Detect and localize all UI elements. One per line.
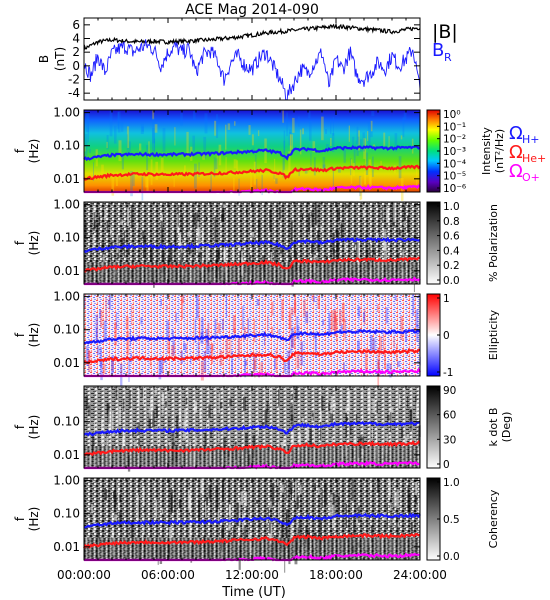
panel-4-h-plus-gyrofrequency-line (83, 421, 421, 437)
panel-1-colorbar-label-units: (nT²/Hz) (493, 129, 506, 173)
panel-0-y-axis-unit: (nT) (53, 47, 67, 71)
series-total-field-line (83, 22, 421, 51)
panel-5-y-tick-label: 0.10 (53, 507, 80, 521)
series-radial-field-line (83, 39, 421, 101)
legend-gyrofrequency-subscript: He+ (522, 152, 546, 165)
legend-gyrofrequency-subscript: O+ (522, 171, 540, 184)
panel-4-y-tick-label: 0.10 (53, 415, 80, 429)
panel-1-colorbar-label: Intensity (480, 127, 493, 175)
panel-5-y-axis-label: f (13, 516, 27, 521)
panel-1-colorbar-tick-label: 10⁻² (443, 134, 466, 146)
panel-4-y-axis-label: f (13, 424, 27, 429)
x-tick-label: 06:00:00 (141, 568, 195, 582)
panel-4-colorbar-label-units: (Deg) (500, 412, 513, 443)
panel-2-h-plus-gyrofrequency-line (83, 236, 421, 254)
x-tick-label: 18:00:00 (309, 568, 363, 582)
panel-3-colorbar-tick-label: 0 (443, 330, 450, 342)
panel-5-he-plus-gyrofrequency-line (83, 532, 421, 549)
panel-2-y-tick-label: 0.01 (53, 264, 80, 278)
panel-1-y-axis-label: f (13, 148, 27, 153)
panel-3-texture (84, 294, 421, 389)
panel-0-y-tick-label: 4 (72, 32, 80, 46)
x-tick-label: 12:00:00 (225, 568, 279, 582)
panel-2-he-plus-gyrofrequency-line (83, 256, 420, 273)
panel-3-y-axis-label: f (13, 332, 27, 337)
panel-2-colorbar-tick-label: 0.8 (443, 216, 460, 228)
panel-2-colorbar-tick-label: 0.0 (443, 275, 460, 287)
panel-3-y-tick-label: 0.10 (53, 323, 80, 337)
x-tick-label: 00:00:00 (57, 568, 111, 582)
panel-2-colorbar-tick-label: 0.4 (443, 245, 460, 257)
panel-4-he-plus-gyrofrequency-line (83, 440, 421, 457)
panel-2-y-tick-label: 0.10 (53, 231, 80, 245)
panel-1-he-plus-gyrofrequency-line (83, 164, 421, 181)
panel-2-y-axis-label: f (13, 240, 27, 245)
panel-1-y-tick-label: 0.10 (53, 139, 80, 153)
panel-1-colorbar-tick-label: 10⁻³ (443, 146, 466, 158)
panel-4-colorbar-label: k dot B (487, 408, 500, 447)
panel-2-colorbar-tick-label: 0.6 (443, 231, 460, 243)
panel-3-colorbar-label: Ellipticity (487, 309, 500, 360)
chart-title: ACE Mag 2014-090 (185, 2, 319, 18)
panel-5-y-tick-label: 0.01 (53, 540, 80, 554)
panel-5-colorbar-tick-label: 1.0 (443, 477, 460, 489)
panel-4-colorbar-tick-label: 90 (443, 385, 456, 397)
panel-0-y-tick-label: 2 (72, 45, 80, 59)
panel-2-y-axis-unit: (Hz) (27, 231, 41, 256)
panel-5-h-plus-gyrofrequency-line (83, 512, 421, 529)
panel-0-y-tick-label: -4 (68, 86, 80, 100)
panel-1-colorbar-tick-label: 10⁻¹ (443, 121, 466, 133)
panel-4-colorbar-tick-label: 60 (443, 410, 456, 422)
panel-3-y-tick-label: 1.00 (53, 290, 80, 304)
panel-3-h-plus-gyrofrequency-line (83, 328, 421, 345)
panel-1-y-axis-unit: (Hz) (27, 139, 41, 164)
legend-gyrofrequency-h-plus: Ω (509, 123, 523, 144)
panel-3-colorbar-tick-label: -1 (443, 367, 453, 379)
panel-3-colorbar-tick-label: 1 (443, 293, 450, 305)
panel-1-colorbar-tick-label: 10⁻⁵ (443, 171, 466, 183)
panel-1-colorbar-tick-label: 10⁻⁴ (443, 158, 466, 170)
panel-1-h-plus-gyrofrequency-line (83, 145, 421, 162)
panel-2-colorbar-tick-label: 1.0 (443, 201, 460, 213)
legend-radial-field-subscript: R (444, 51, 452, 64)
panel-4-y-tick-label: 0.01 (53, 448, 80, 462)
panel-4-y-axis-unit: (Hz) (27, 415, 41, 440)
panel-2-y-tick-label: 1.00 (53, 198, 80, 212)
legend-gyrofrequency-he-plus: Ω (509, 142, 523, 163)
panel-3-y-tick-label: 0.01 (53, 356, 80, 370)
panel-3-he-plus-gyrofrequency-line (83, 348, 421, 365)
panel-5-y-axis-unit: (Hz) (27, 507, 41, 532)
panel-1-y-tick-label: 0.01 (53, 172, 80, 186)
legend-radial-field: B (432, 40, 444, 61)
panel-2-colorbar-tick-label: 0.2 (443, 260, 460, 272)
panel-2-colorbar-label: % Polarization (487, 204, 500, 282)
panel-0-y-tick-label: 0 (72, 59, 80, 73)
x-tick-label: 24:00:00 (393, 568, 447, 582)
panel-0-y-tick-label: -2 (68, 73, 80, 87)
panel-0-y-axis-label: B (37, 55, 51, 63)
legend-gyrofrequency-subscript: H+ (522, 133, 540, 146)
panel-2-colorbar (426, 201, 441, 285)
panel-3-y-axis-unit: (Hz) (27, 323, 41, 348)
panel-5-y-tick-label: 1.00 (53, 474, 80, 488)
panel-1-y-tick-label: 1.00 (53, 106, 80, 120)
panel-4-colorbar-tick-label: 0 (443, 459, 450, 471)
panel-4-colorbar-tick-label: 30 (443, 434, 456, 446)
panel-5-colorbar-tick-label: 0.0 (443, 551, 460, 563)
panel-0-y-tick-label: 6 (72, 18, 80, 32)
x-axis-label: Time (UT) (221, 585, 286, 600)
legend-total-field: |B| (432, 21, 458, 43)
legend-gyrofrequency-o-plus: Ω (509, 161, 523, 182)
panel-1-colorbar-tick-label: 10⁰ (443, 109, 461, 121)
panel-5-colorbar-tick-label: 0.5 (443, 514, 460, 526)
panel-5-colorbar-label: Coherency (487, 489, 500, 548)
panel-1-colorbar-tick-label: 10⁻⁶ (443, 183, 466, 195)
panel-4-colorbar (426, 385, 441, 469)
